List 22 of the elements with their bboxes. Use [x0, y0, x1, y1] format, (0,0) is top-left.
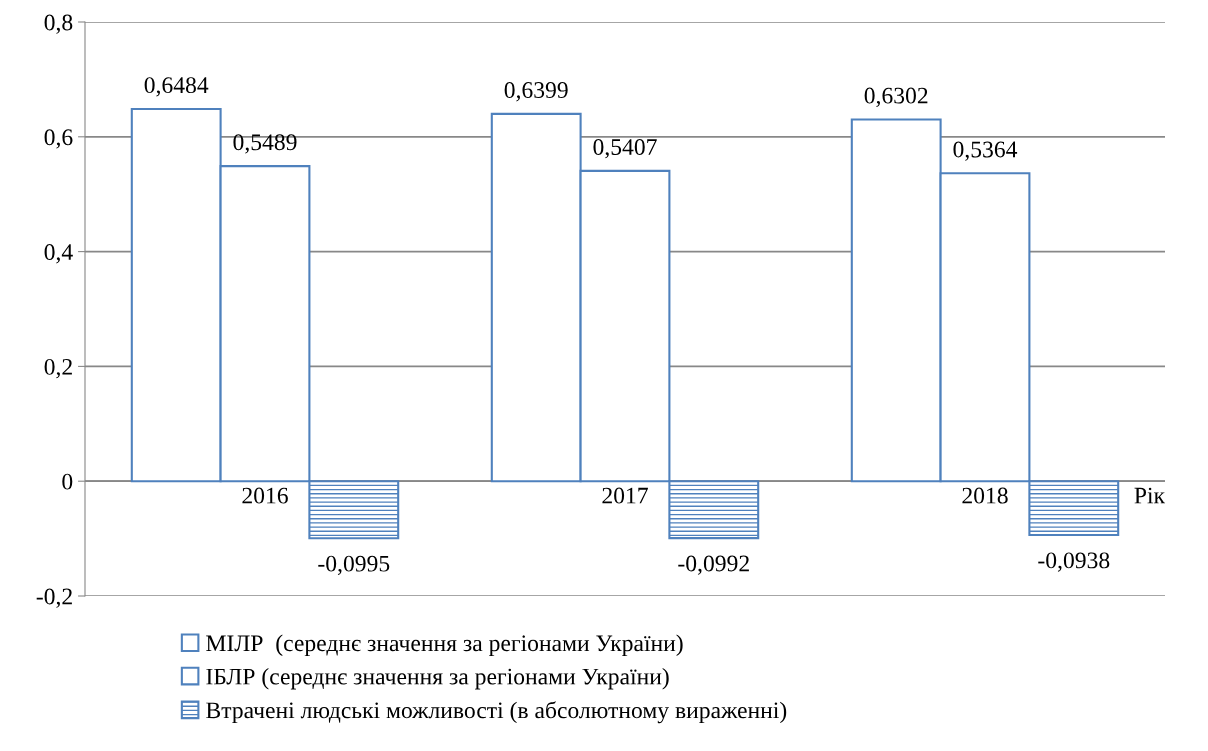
data-label: 0,6484 — [144, 77, 209, 97]
data-label: -0,0938 — [1038, 552, 1110, 572]
data-label: 0,6302 — [864, 87, 928, 107]
data-label: -0,0992 — [678, 555, 749, 575]
legend-label: ІБЛР (середнє значення за регіонами України) — [206, 667, 669, 690]
y-tick-label: 0,2 — [44, 358, 72, 379]
x-tick-label: 2018 — [962, 487, 1008, 504]
x-tick-label: 2016 — [242, 487, 288, 504]
legend-label: Втрачені людські можливості (в абсолютному вираженні) — [206, 701, 787, 724]
data-label: -0,0995 — [318, 555, 390, 575]
x-tick-label: 2017 — [602, 487, 648, 504]
y-tick-label: 0 — [62, 473, 73, 490]
x-axis-title: Рік — [1134, 487, 1166, 504]
data-label: 0,6399 — [504, 82, 568, 102]
data-label: 0,5489 — [233, 134, 297, 154]
legend-label: МІЛР (середнє значення за регіонами України) — [206, 634, 683, 657]
data-label: 0,5407 — [593, 139, 657, 159]
data-label: 0,5364 — [953, 141, 1018, 161]
y-tick-label: 0,6 — [44, 129, 73, 149]
y-tick-label: -0,2 — [36, 588, 72, 608]
y-tick-label: 0,8 — [44, 14, 73, 34]
y-tick-label: 0,4 — [44, 244, 73, 264]
